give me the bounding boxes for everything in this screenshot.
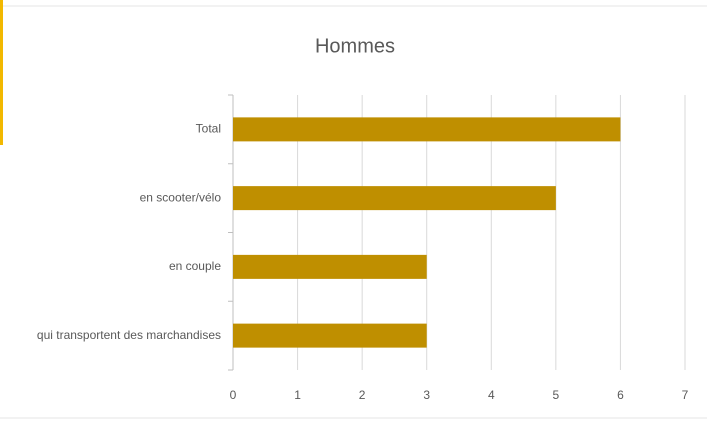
x-tick-label: 0 <box>230 388 237 402</box>
y-tick-label: Total <box>196 122 221 136</box>
bar <box>233 117 621 142</box>
y-tick-label: en scooter/vélo <box>140 190 222 204</box>
x-tick-label: 3 <box>423 388 430 402</box>
x-tick-label: 4 <box>488 388 495 402</box>
x-tick-label: 1 <box>294 388 301 402</box>
side-accent <box>0 0 3 145</box>
bar <box>233 186 556 211</box>
x-tick-label: 2 <box>359 388 366 402</box>
bar <box>233 254 427 279</box>
x-tick-label: 5 <box>553 388 560 402</box>
x-tick-label: 6 <box>617 388 624 402</box>
y-tick-label: qui transportent des marchandises <box>37 328 221 342</box>
bar <box>233 323 427 348</box>
chart-title: Hommes <box>315 35 395 57</box>
x-tick-label: 7 <box>682 388 689 402</box>
y-tick-label: en couple <box>169 259 221 273</box>
